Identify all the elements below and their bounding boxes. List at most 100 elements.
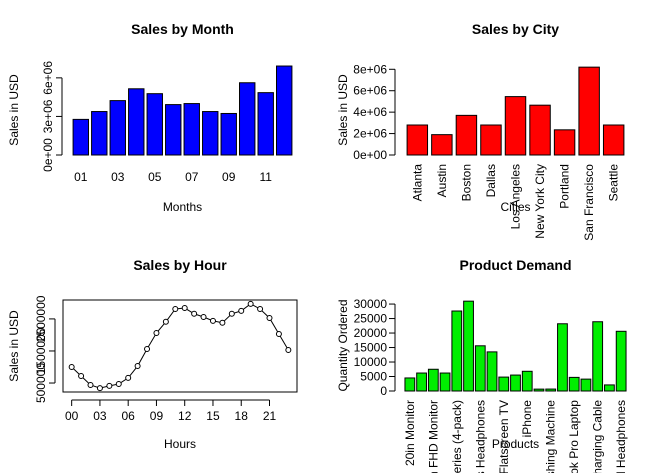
point	[144, 346, 151, 353]
y-tick-label: 6e+06	[41, 61, 55, 95]
x-tick-label: AA Batteries (4-pack)	[450, 400, 464, 473]
point	[68, 363, 75, 370]
bar	[592, 321, 604, 392]
x-tick-label: 18	[235, 409, 249, 423]
y-tick-label: 1500000	[34, 327, 48, 374]
x-tick-label: 15	[206, 409, 220, 423]
x-tick-label: Apple Airpods Headphones	[473, 400, 487, 473]
x-tick-label: Wired Headphones	[614, 400, 628, 473]
point	[181, 305, 188, 312]
point	[275, 330, 282, 337]
y-axis-label: Sales in USD	[336, 74, 350, 146]
x-axis-label: Hours	[164, 437, 196, 451]
x-tick-label: 11	[259, 170, 272, 184]
point	[125, 374, 132, 381]
point	[87, 381, 94, 388]
x-tick-label: Macbook Pro Laptop	[567, 400, 581, 473]
point	[172, 305, 179, 312]
y-axis-label: Quantity Ordered	[336, 299, 350, 391]
point	[285, 347, 292, 354]
chart-title: Sales by Month	[131, 21, 234, 37]
bar	[615, 330, 627, 392]
chart-title: Product Demand	[459, 257, 571, 273]
y-tick-label: 6e+06	[353, 84, 387, 98]
x-tick-label: 07	[185, 170, 199, 184]
x-tick-label: 21	[263, 409, 277, 423]
y-tick-label: 2e+06	[353, 127, 387, 141]
y-tick-label: 3e+06	[41, 99, 55, 133]
x-tick-label: LG Washing Machine	[544, 400, 558, 473]
bar	[455, 114, 478, 156]
x-tick-label: USB-C Charging Cable	[591, 400, 605, 473]
point	[219, 319, 226, 326]
x-tick-label: iPhone	[520, 400, 534, 438]
bar	[545, 388, 557, 392]
bar	[604, 384, 615, 392]
y-tick-label: 8e+06	[353, 62, 387, 76]
bar	[257, 92, 274, 156]
point	[134, 363, 141, 370]
point	[266, 314, 273, 321]
chart-title: Sales by City	[472, 21, 559, 37]
y-tick-label: 30000	[354, 297, 388, 311]
x-tick-label: New York City	[533, 164, 547, 239]
x-tick-label: 09	[222, 170, 236, 184]
y-tick-label: 4e+06	[353, 105, 387, 119]
bar	[72, 118, 89, 156]
bar	[602, 124, 625, 156]
bar	[431, 134, 453, 156]
bar	[91, 111, 108, 156]
bar	[504, 96, 527, 156]
x-tick-label: 01	[74, 170, 88, 184]
bar	[510, 374, 521, 392]
point	[228, 310, 235, 317]
point	[257, 305, 264, 312]
point	[200, 313, 207, 320]
y-tick-label: 0e+00	[41, 138, 55, 172]
bar	[202, 111, 219, 156]
bar	[533, 388, 545, 392]
bar	[239, 82, 256, 156]
bar	[463, 300, 474, 392]
bar	[529, 104, 551, 156]
y-tick-label: 20000	[354, 326, 388, 340]
chart-title: Sales by Hour	[133, 257, 227, 273]
x-axis-label: Cities	[500, 200, 530, 214]
y-tick-label: 10000	[354, 355, 388, 369]
y-tick-label: 0e+00	[353, 148, 387, 162]
x-tick-label: 03	[111, 170, 125, 184]
y-tick-label: 25000	[354, 312, 388, 326]
bar	[474, 345, 486, 392]
x-tick-label: San Francisco	[582, 164, 596, 241]
bar	[439, 372, 451, 392]
y-tick-label: 15000	[354, 341, 388, 355]
bar	[521, 370, 533, 392]
point	[238, 307, 245, 314]
bar	[165, 104, 182, 156]
bar	[183, 103, 200, 156]
bar	[557, 323, 568, 392]
bar	[404, 377, 416, 392]
bar	[568, 376, 580, 392]
y-tick-label: 5000	[360, 370, 387, 384]
bar	[480, 124, 502, 156]
bar	[580, 378, 592, 392]
bar	[578, 66, 600, 156]
point	[247, 300, 254, 307]
bar	[553, 129, 576, 156]
x-tick-label: 06	[122, 409, 136, 423]
x-tick-label: Los Angeles	[509, 164, 523, 229]
x-axis-label: Products	[492, 437, 539, 451]
point	[209, 317, 216, 324]
y-tick-label: 2500000	[34, 295, 48, 342]
bar	[486, 351, 498, 392]
x-tick-label: Boston	[459, 164, 473, 201]
bar	[109, 100, 126, 156]
point	[78, 372, 85, 379]
plot-box	[62, 299, 298, 393]
x-tick-label: 12	[178, 409, 192, 423]
bar	[220, 112, 237, 156]
line	[71, 303, 289, 389]
y-axis-label: Sales in USD	[7, 310, 21, 382]
x-axis-label: Months	[163, 200, 202, 214]
